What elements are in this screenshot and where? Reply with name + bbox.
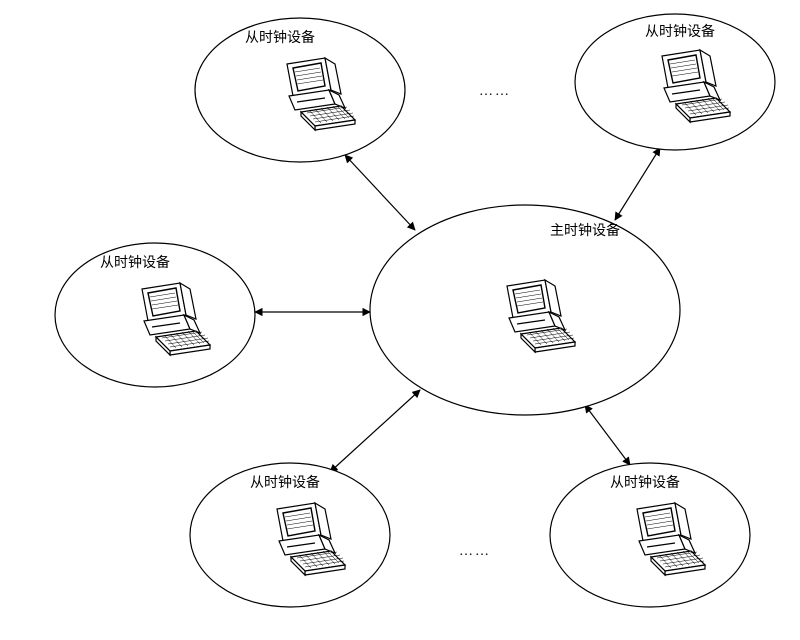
edge-center-top-left (345, 155, 415, 230)
node-center: 主时钟设备 (370, 205, 680, 415)
node-label: 从时钟设备 (100, 254, 170, 271)
edge-center-bottom-right (585, 405, 630, 465)
node-bottom-right: 从时钟设备 (550, 463, 750, 607)
ellipsis-dots: …… (479, 84, 511, 99)
edge-center-bottom-left (330, 390, 420, 472)
node-label: 从时钟设备 (250, 474, 320, 491)
nodes: 主时钟设备从时钟设备从时钟设备从时钟设备从时钟设备从时钟设备 (55, 14, 775, 607)
node-left: 从时钟设备 (55, 243, 255, 387)
node-top-left: 从时钟设备 (195, 18, 405, 162)
node-bottom-left: 从时钟设备 (190, 463, 390, 607)
node-label: 从时钟设备 (245, 29, 315, 46)
node-label: 主时钟设备 (550, 222, 620, 239)
network-diagram: 主时钟设备从时钟设备从时钟设备从时钟设备从时钟设备从时钟设备 ………… (0, 0, 800, 640)
node-label: 从时钟设备 (645, 23, 715, 40)
node-label: 从时钟设备 (610, 474, 680, 491)
edge-center-top-right (615, 148, 660, 220)
node-top-right: 从时钟设备 (575, 14, 775, 150)
ellipsis-dots: …… (459, 544, 491, 559)
